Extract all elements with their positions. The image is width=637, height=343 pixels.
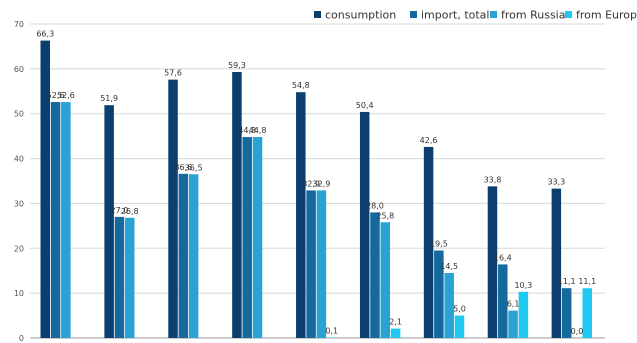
data-label: 42,6 [420, 136, 438, 145]
bar-import-total [561, 288, 572, 338]
data-label: 59,3 [228, 61, 246, 70]
data-label: 2,1 [389, 318, 402, 327]
data-label: 14,5 [440, 262, 458, 271]
data-label: 25,8 [376, 211, 394, 220]
legend: consumption import, total from Russia from … [314, 9, 637, 22]
data-label: 52,6 [47, 91, 65, 100]
bar-import-total [50, 102, 61, 339]
data-label: 54,8 [292, 81, 310, 90]
legend-label: from Russia [501, 9, 565, 22]
data-label: 0,1 [325, 327, 338, 336]
data-label: 10,3 [514, 281, 532, 290]
data-label: 44,8 [238, 126, 256, 135]
data-label: 33,8 [484, 175, 502, 184]
data-label: 11,1 [578, 277, 596, 286]
data-label: 28,0 [366, 201, 384, 210]
data-label: 27,0 [111, 206, 129, 215]
bar-from-russia [188, 174, 199, 338]
bar-from-russia [444, 272, 454, 338]
data-label: 66,3 [36, 30, 54, 39]
bar-from-russia [316, 190, 327, 338]
data-label: 33,3 [547, 178, 565, 187]
bar-consumption [40, 40, 50, 339]
data-label: 36,6 [174, 163, 192, 172]
bar-consumption [423, 146, 434, 338]
bar-import-total [242, 137, 252, 338]
bar-from-europe [454, 315, 465, 338]
bar-from-russia [252, 137, 263, 338]
bar-from-russia [380, 222, 391, 338]
data-label: 32,9 [312, 179, 330, 188]
data-label: 50,4 [356, 101, 374, 110]
y-tick-label: 20 [14, 244, 24, 253]
y-tick-label: 60 [14, 65, 24, 74]
legend-label: consumption [325, 9, 396, 22]
data-label: 51,9 [100, 94, 118, 103]
bar-consumption [232, 71, 242, 339]
y-tick-label: 50 [14, 110, 24, 119]
data-label: 36,5 [185, 163, 203, 172]
bar-import-total [114, 216, 125, 338]
bar-import-total [178, 173, 189, 338]
bar-import-total [434, 250, 444, 338]
bar-from-russia [508, 310, 518, 338]
bar-consumption [487, 186, 498, 338]
bar-from-europe [390, 328, 401, 338]
data-label: 0,0 [571, 327, 584, 336]
data-label: 5,0 [453, 305, 466, 314]
legend-swatch [314, 11, 321, 18]
bar-import-total [498, 264, 508, 338]
bar-from-europe [582, 288, 593, 338]
data-label: 19,5 [430, 240, 448, 249]
bar-from-russia [124, 217, 135, 338]
legend-swatch [490, 11, 497, 18]
bar-consumption [296, 92, 306, 338]
data-label: 16,4 [494, 253, 512, 262]
legend-swatch [410, 11, 417, 18]
data-label: 32,9 [302, 179, 320, 188]
bar-import-total [306, 190, 316, 338]
y-axis-ticks: 0 10 20 30 40 50 60 70 [14, 20, 24, 343]
bar-from-europe [518, 291, 529, 338]
legend-label: import, total [421, 9, 489, 22]
bar-import-total [370, 212, 380, 338]
y-tick-label: 40 [14, 155, 24, 164]
data-labels: 66,3 52,652,6 51,9 27,026,8 57,6 36,636,5 59,3… [36, 30, 596, 336]
y-tick-label: 70 [14, 20, 24, 29]
bar-consumption [104, 105, 114, 338]
bars [40, 40, 593, 339]
legend-label: from Europe [576, 9, 637, 22]
data-label: 11,1 [558, 277, 576, 286]
data-label: 6,1 [507, 300, 520, 309]
y-tick-label: 0 [19, 334, 24, 343]
bar-consumption [359, 111, 370, 338]
y-tick-label: 30 [14, 199, 24, 208]
data-label: 44,8 [249, 126, 267, 135]
bar-consumption [168, 79, 178, 338]
legend-swatch [565, 11, 572, 18]
bar-from-russia [61, 102, 71, 339]
bar-consumption [551, 188, 562, 338]
data-label: 57,6 [164, 69, 182, 78]
data-label: 52,6 [57, 91, 75, 100]
data-label: 26,8 [121, 207, 139, 216]
y-tick-label: 10 [14, 289, 24, 298]
